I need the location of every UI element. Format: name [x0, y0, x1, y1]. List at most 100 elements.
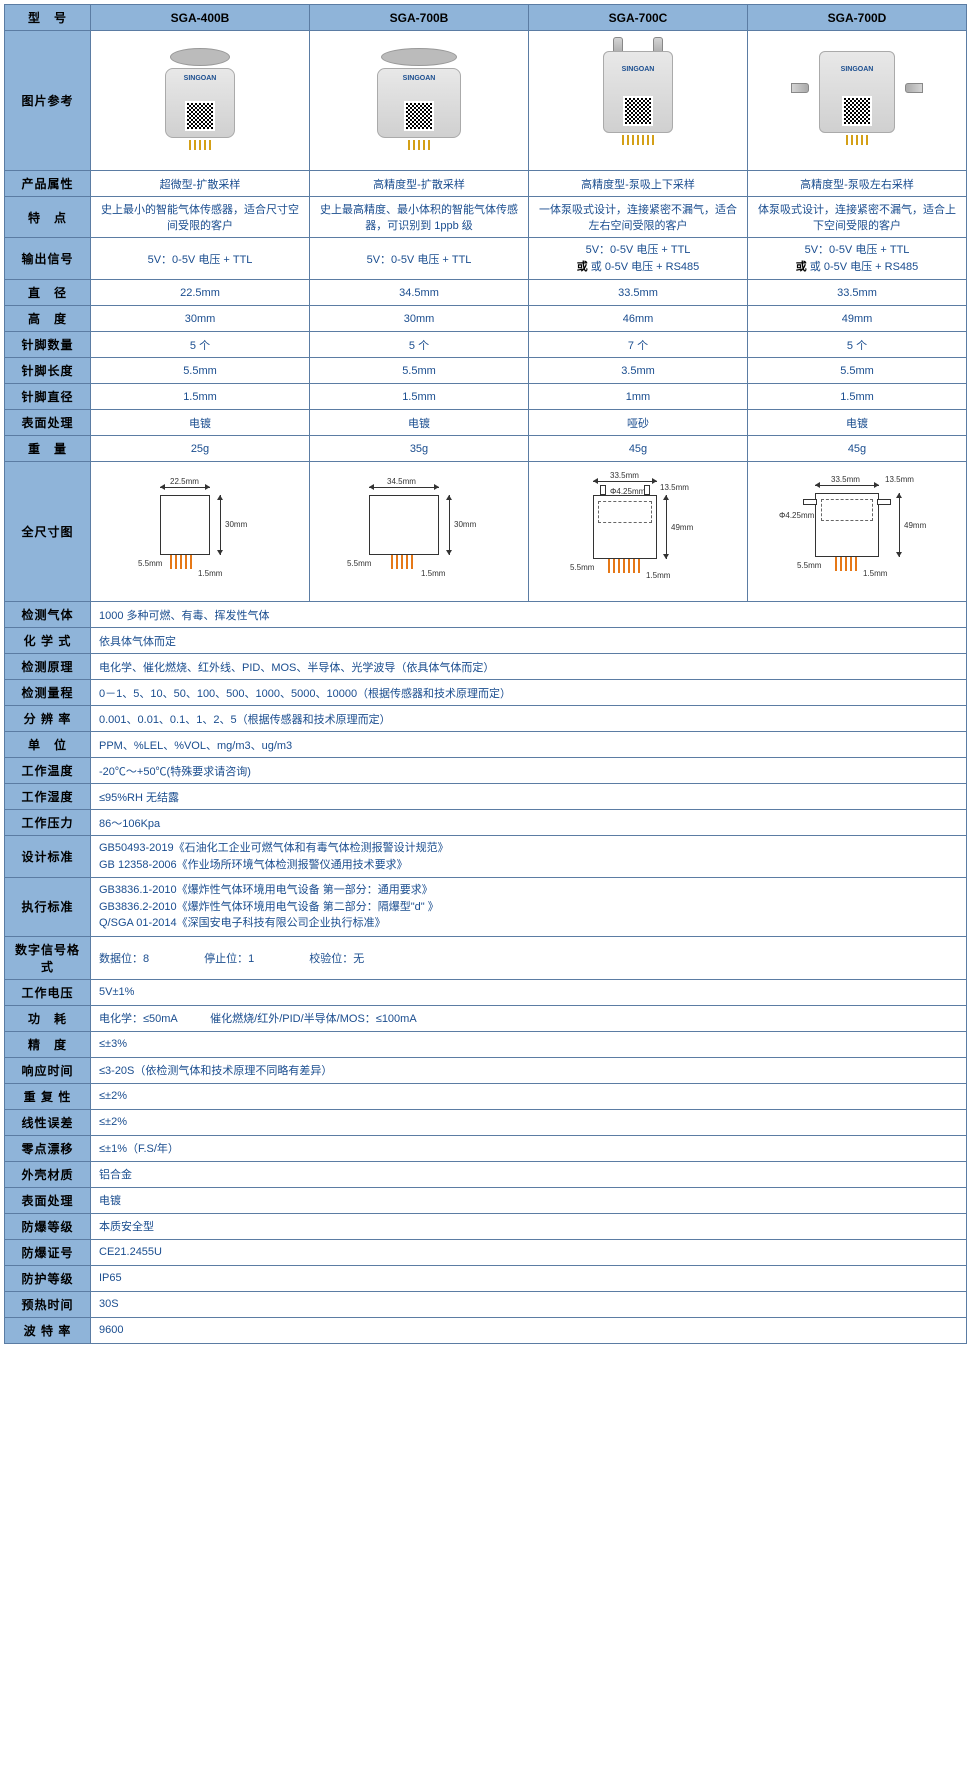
output-c: 5V：0-5V 电压 + TTL或 或 0-5V 电压 + RS485: [529, 238, 748, 280]
label-execstd: 执行标准: [5, 878, 91, 937]
label-signalfmt: 数字信号格式: [5, 936, 91, 979]
dim-a: 22.5mm 30mm 5.5mm 1.5mm: [91, 462, 310, 602]
val-humidity: ≤95%RH 无结露: [91, 784, 967, 810]
label-designstd: 设计标准: [5, 836, 91, 878]
row-response: 响应时间≤3-20S（依检测气体和技术原理不同略有差异）: [5, 1057, 967, 1083]
val-gas: 1000 多种可燃、有毒、挥发性气体: [91, 602, 967, 628]
image-c: SINGOAN: [529, 31, 748, 171]
feature-a: 史上最小的智能气体传感器，适合尺寸空间受限的客户: [91, 197, 310, 238]
label-output: 输出信号: [5, 238, 91, 280]
val-excert: CE21.2455U: [91, 1239, 967, 1265]
val-execstd: GB3836.1-2010《爆炸性气体环境用电气设备 第一部分：通用要求》 GB…: [91, 878, 967, 937]
pinlen-d: 5.5mm: [748, 358, 967, 384]
pindia-b: 1.5mm: [310, 384, 529, 410]
label-voltage: 工作电压: [5, 979, 91, 1005]
row-pincount: 针脚数量 5 个 5 个 7 个 5 个: [5, 332, 967, 358]
diameter-b: 34.5mm: [310, 280, 529, 306]
spec-table: 型 号 SGA-400B SGA-700B SGA-700C SGA-700D …: [4, 4, 967, 1344]
weight-a: 25g: [91, 436, 310, 462]
row-signalfmt: 数字信号格式数据位：8 停止位：1 校验位：无: [5, 936, 967, 979]
row-baud: 波 特 率9600: [5, 1317, 967, 1343]
output-a: 5V：0-5V 电压 + TTL: [91, 238, 310, 280]
val-zerodrift: ≤±1%（F.S/年）: [91, 1135, 967, 1161]
val-protect: IP65: [91, 1265, 967, 1291]
height-b: 30mm: [310, 306, 529, 332]
val-principle: 电化学、催化燃烧、红外线、PID、MOS、半导体、光学波导（依具体气体而定）: [91, 654, 967, 680]
row-power: 功 耗电化学：≤50mA 催化燃烧/红外/PID/半导体/MOS：≤100mA: [5, 1005, 967, 1031]
val-baud: 9600: [91, 1317, 967, 1343]
attr-b: 高精度型-扩散采样: [310, 171, 529, 197]
label-exgrade: 防爆等级: [5, 1213, 91, 1239]
model-c: SGA-700C: [529, 5, 748, 31]
label-pincount: 针脚数量: [5, 332, 91, 358]
label-attr: 产品属性: [5, 171, 91, 197]
pinlen-b: 5.5mm: [310, 358, 529, 384]
label-linearity: 线性误差: [5, 1109, 91, 1135]
weight-b: 35g: [310, 436, 529, 462]
row-weight: 重 量 25g 35g 45g 45g: [5, 436, 967, 462]
val-resolution: 0.001、0.01、0.1、1、2、5（根据传感器和技术原理而定）: [91, 706, 967, 732]
model-a: SGA-400B: [91, 5, 310, 31]
pinlen-c: 3.5mm: [529, 358, 748, 384]
dim-b: 34.5mm 30mm 5.5mm 1.5mm: [310, 462, 529, 602]
pincount-d: 5 个: [748, 332, 967, 358]
dim-d: 33.5mm 13.5mm Φ4.25mm 49mm 5.5mm 1.5mm: [748, 462, 967, 602]
row-temp: 工作温度-20℃～+50℃(特殊要求请咨询): [5, 758, 967, 784]
pincount-c: 7 个: [529, 332, 748, 358]
val-linearity: ≤±2%: [91, 1109, 967, 1135]
label-weight: 重 量: [5, 436, 91, 462]
label-pinlen: 针脚长度: [5, 358, 91, 384]
pinlen-a: 5.5mm: [91, 358, 310, 384]
row-excert: 防爆证号CE21.2455U: [5, 1239, 967, 1265]
label-fulldim: 全尺寸图: [5, 462, 91, 602]
row-exgrade: 防爆等级本质安全型: [5, 1213, 967, 1239]
pindia-a: 1.5mm: [91, 384, 310, 410]
model-d: SGA-700D: [748, 5, 967, 31]
val-temp: -20℃～+50℃(特殊要求请咨询): [91, 758, 967, 784]
label-pindia: 针脚直径: [5, 384, 91, 410]
row-accuracy: 精 度≤±3%: [5, 1031, 967, 1057]
label-gas: 检测气体: [5, 602, 91, 628]
label-power: 功 耗: [5, 1005, 91, 1031]
row-surface2: 表面处理电镀: [5, 1187, 967, 1213]
val-accuracy: ≤±3%: [91, 1031, 967, 1057]
height-d: 49mm: [748, 306, 967, 332]
output-d: 5V：0-5V 电压 + TTL或 或 0-5V 电压 + RS485: [748, 238, 967, 280]
label-temp: 工作温度: [5, 758, 91, 784]
val-designstd: GB50493-2019《石油化工企业可燃气体和有毒气体检测报警设计规范》 GB…: [91, 836, 967, 878]
diameter-a: 22.5mm: [91, 280, 310, 306]
label-model: 型 号: [5, 5, 91, 31]
row-unit: 单 位PPM、%LEL、%VOL、mg/m3、ug/m3: [5, 732, 967, 758]
pindia-d: 1.5mm: [748, 384, 967, 410]
label-resolution: 分 辨 率: [5, 706, 91, 732]
val-pressure: 86～106Kpa: [91, 810, 967, 836]
weight-d: 45g: [748, 436, 967, 462]
feature-d: 体泵吸式设计，连接紧密不漏气，适合上下空间受限的客户: [748, 197, 967, 238]
row-fulldim: 全尺寸图 22.5mm 30mm 5.5mm 1.5mm 34.5mm 30mm…: [5, 462, 967, 602]
row-voltage: 工作电压5V±1%: [5, 979, 967, 1005]
weight-c: 45g: [529, 436, 748, 462]
val-response: ≤3-20S（依检测气体和技术原理不同略有差异）: [91, 1057, 967, 1083]
label-principle: 检测原理: [5, 654, 91, 680]
label-accuracy: 精 度: [5, 1031, 91, 1057]
val-repeat: ≤±2%: [91, 1083, 967, 1109]
pincount-a: 5 个: [91, 332, 310, 358]
image-b: SINGOAN: [310, 31, 529, 171]
feature-c: 一体泵吸式设计，连接紧密不漏气，适合左右空间受限的客户: [529, 197, 748, 238]
label-repeat: 重 复 性: [5, 1083, 91, 1109]
image-d: SINGOAN: [748, 31, 967, 171]
pindia-c: 1mm: [529, 384, 748, 410]
attr-c: 高精度型-泵吸上下采样: [529, 171, 748, 197]
row-shell: 外壳材质铝合金: [5, 1161, 967, 1187]
row-resolution: 分 辨 率0.001、0.01、0.1、1、2、5（根据传感器和技术原理而定）: [5, 706, 967, 732]
label-warmup: 预热时间: [5, 1291, 91, 1317]
row-model: 型 号 SGA-400B SGA-700B SGA-700C SGA-700D: [5, 5, 967, 31]
label-feature: 特 点: [5, 197, 91, 238]
row-pindia: 针脚直径 1.5mm 1.5mm 1mm 1.5mm: [5, 384, 967, 410]
row-linearity: 线性误差≤±2%: [5, 1109, 967, 1135]
label-unit: 单 位: [5, 732, 91, 758]
val-warmup: 30S: [91, 1291, 967, 1317]
row-humidity: 工作湿度≤95%RH 无结露: [5, 784, 967, 810]
row-formula: 化 学 式依具体气体而定: [5, 628, 967, 654]
row-execstd: 执行标准GB3836.1-2010《爆炸性气体环境用电气设备 第一部分：通用要求…: [5, 878, 967, 937]
